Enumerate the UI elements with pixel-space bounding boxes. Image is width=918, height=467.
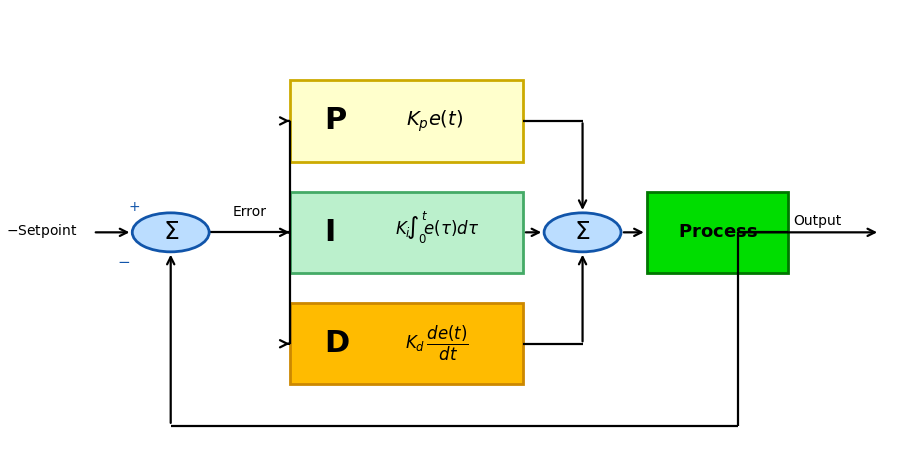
Text: $-$: $-$ — [117, 253, 129, 268]
Text: $K_i\!\int_0^t\!e(\tau)d\tau$: $K_i\!\int_0^t\!e(\tau)d\tau$ — [395, 210, 479, 246]
Circle shape — [544, 213, 621, 252]
FancyBboxPatch shape — [290, 303, 523, 384]
Text: $\mathbf{I}$: $\mathbf{I}$ — [324, 218, 335, 247]
Text: $\mathbf{P}$: $\mathbf{P}$ — [324, 106, 347, 135]
Text: $K_d\,\dfrac{de(t)}{dt}$: $K_d\,\dfrac{de(t)}{dt}$ — [405, 324, 468, 363]
FancyBboxPatch shape — [290, 192, 523, 273]
Text: +: + — [129, 200, 140, 214]
Text: Output: Output — [793, 214, 841, 228]
FancyBboxPatch shape — [646, 192, 789, 273]
Text: $\Sigma$: $\Sigma$ — [162, 220, 179, 244]
FancyBboxPatch shape — [290, 80, 523, 162]
Text: Error: Error — [232, 205, 266, 219]
Text: $\Sigma$: $\Sigma$ — [575, 220, 590, 244]
Circle shape — [132, 213, 209, 252]
Text: $-$Setpoint: $-$Setpoint — [6, 222, 77, 240]
Text: $\mathbf{Process}$: $\mathbf{Process}$ — [677, 223, 757, 241]
Text: $K_p e(t)$: $K_p e(t)$ — [406, 108, 463, 134]
Text: $\mathbf{D}$: $\mathbf{D}$ — [324, 329, 350, 358]
